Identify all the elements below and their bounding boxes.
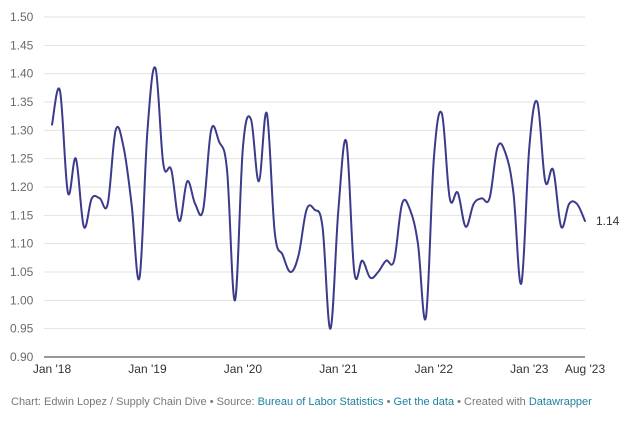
x-axis: Jan '18 Jan '19 Jan '20 Jan '21 Jan '22 Jan '…: [33, 362, 606, 376]
x-tick-label: Jan '19: [128, 362, 167, 376]
x-tick-label: Jan '22: [415, 362, 454, 376]
footer-created-with: • Created with: [454, 396, 529, 408]
y-tick-label: 1.20: [10, 180, 34, 194]
x-tick-label: Aug '23: [565, 362, 606, 376]
y-tick-label: 1.50: [10, 10, 34, 24]
y-tick-label: 1.45: [10, 38, 34, 52]
source-link[interactable]: Bureau of Labor Statistics: [257, 396, 384, 408]
y-tick-label: 1.05: [10, 265, 34, 279]
y-tick-label: 1.30: [10, 123, 34, 137]
series-line: [51, 66, 586, 330]
footer-separator: •: [383, 396, 394, 408]
x-tick-label: Jan '21: [319, 362, 358, 376]
end-value-label: 1.14: [596, 214, 620, 228]
x-tick-label: Jan '23: [510, 362, 549, 376]
footer-credit: Chart: Edwin Lopez / Supply Chain Dive •…: [11, 396, 258, 408]
y-tick-label: 1.00: [10, 293, 34, 307]
y-tick-label: 0.95: [10, 322, 34, 336]
chart-footer: Chart: Edwin Lopez / Supply Chain Dive •…: [11, 396, 592, 408]
gridlines: [44, 16, 585, 358]
x-tick-label: Jan '20: [224, 362, 263, 376]
y-tick-label: 1.25: [10, 152, 34, 166]
y-tick-label: 1.15: [10, 208, 34, 222]
y-tick-label: 1.35: [10, 95, 34, 109]
y-tick-label: 1.10: [10, 237, 34, 251]
get-data-link[interactable]: Get the data: [393, 396, 455, 408]
x-tick-label: Jan '18: [33, 362, 72, 376]
y-tick-label: 0.90: [10, 350, 34, 364]
y-tick-label: 1.40: [10, 67, 34, 81]
datawrapper-link[interactable]: Datawrapper: [528, 396, 592, 408]
y-axis: 0.90 0.95 1.00 1.05 1.10 1.15 1.20 1.25 1.30 1.35…: [10, 10, 34, 364]
line-chart: 0.90 0.95 1.00 1.05 1.10 1.15 1.20 1.25 1.30 1.35…: [10, 10, 620, 376]
